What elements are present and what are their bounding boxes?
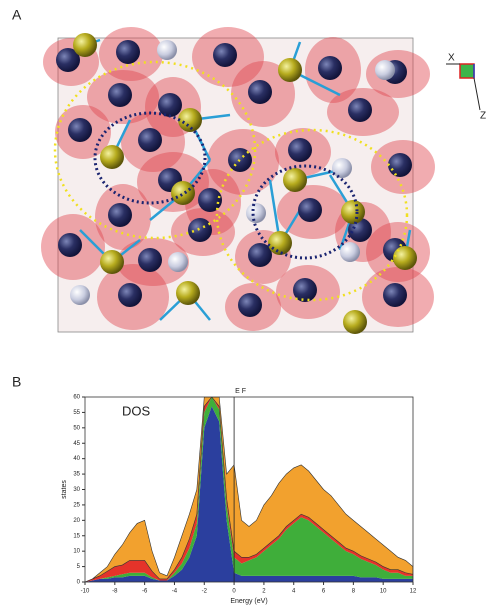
atom-dark <box>348 98 372 122</box>
atom-yellow <box>341 200 365 224</box>
structure-render <box>41 27 435 334</box>
atom-dark <box>318 56 342 80</box>
x-tick-label: 12 <box>410 589 417 595</box>
orientation-icon: X Z <box>446 53 486 122</box>
atom-dark <box>138 248 162 272</box>
atom-dark <box>108 203 132 227</box>
x-tick-label: -6 <box>142 589 148 595</box>
y-tick-label: 40 <box>73 456 80 462</box>
atom-dark <box>116 40 140 64</box>
atom-yellow <box>178 108 202 132</box>
atom-yellow <box>171 181 195 205</box>
annotation: E F <box>235 388 246 395</box>
x-tick-label: 8 <box>352 589 356 595</box>
atom-dark <box>248 80 272 104</box>
y-tick-label: 60 <box>73 395 80 401</box>
atom-dark <box>188 218 212 242</box>
x-tick-label: -2 <box>202 589 208 595</box>
atom-white <box>168 252 188 272</box>
y-tick-label: 20 <box>73 518 80 524</box>
atom-dark <box>138 128 162 152</box>
y-tick-label: 55 <box>73 410 80 416</box>
y-tick-label: 30 <box>73 487 80 493</box>
y-tick-label: 50 <box>73 425 80 431</box>
atom-white <box>332 158 352 178</box>
y-tick-label: 35 <box>73 472 80 478</box>
x-tick-label: -8 <box>112 589 118 595</box>
x-tick-label: 4 <box>292 589 296 595</box>
atom-dark <box>58 233 82 257</box>
atom-dark <box>388 153 412 177</box>
x-tick-label: 10 <box>380 589 387 595</box>
y-tick-label: 5 <box>77 564 81 570</box>
atom-dark <box>108 83 132 107</box>
axis-label: Z <box>480 111 486 122</box>
atom-yellow <box>73 33 97 57</box>
atom-yellow <box>176 281 200 305</box>
y-tick-label: 45 <box>73 441 80 447</box>
atom-yellow <box>268 231 292 255</box>
atom-dark <box>288 138 312 162</box>
x-tick-label: 0 <box>232 589 236 595</box>
atom-yellow <box>100 145 124 169</box>
z-arrow <box>474 78 480 110</box>
y-axis-label: states <box>61 480 68 499</box>
y-tick-label: 15 <box>73 533 80 539</box>
atom-dark <box>68 118 92 142</box>
axis-cube <box>460 64 474 78</box>
panel-label: A <box>12 7 22 23</box>
atom-white <box>70 285 90 305</box>
y-tick-label: 10 <box>73 549 80 555</box>
atom-dark <box>213 43 237 67</box>
x-tick-label: -10 <box>81 589 90 595</box>
atom-dark <box>158 93 182 117</box>
atom-dark <box>383 283 407 307</box>
chart-title: DOS <box>122 403 151 418</box>
dos-chart: 0 5 10 15 20 25 30 35 40 45 50 55 60 -10 -8 -6 -4 -2 0 2 4 6 8… <box>61 388 417 605</box>
x-tick-label: 6 <box>322 589 326 595</box>
atom-yellow <box>100 250 124 274</box>
y-tick-label: 25 <box>73 502 80 508</box>
atom-white <box>375 60 395 80</box>
atom-yellow <box>278 58 302 82</box>
page: {"panel_a": {"label": "A", "axis_x": "X"… <box>0 0 489 608</box>
figure: A X Z B 051015202530354045505560-10-8-6-… <box>0 0 489 608</box>
atom-yellow <box>343 310 367 334</box>
atom-white <box>246 203 266 223</box>
x-axis-label: Energy (eV) <box>230 598 267 605</box>
panel-label: B <box>12 374 21 390</box>
atom-dark <box>298 198 322 222</box>
x-tick-label: -4 <box>172 589 178 595</box>
y-tick-label: 0 <box>77 580 81 586</box>
atom-dark <box>118 283 142 307</box>
atom-dark <box>238 293 262 317</box>
axis-label: X <box>448 53 455 64</box>
x-tick-label: 2 <box>262 589 266 595</box>
atom-white <box>157 40 177 60</box>
atom-yellow <box>393 246 417 270</box>
atom-yellow <box>283 168 307 192</box>
